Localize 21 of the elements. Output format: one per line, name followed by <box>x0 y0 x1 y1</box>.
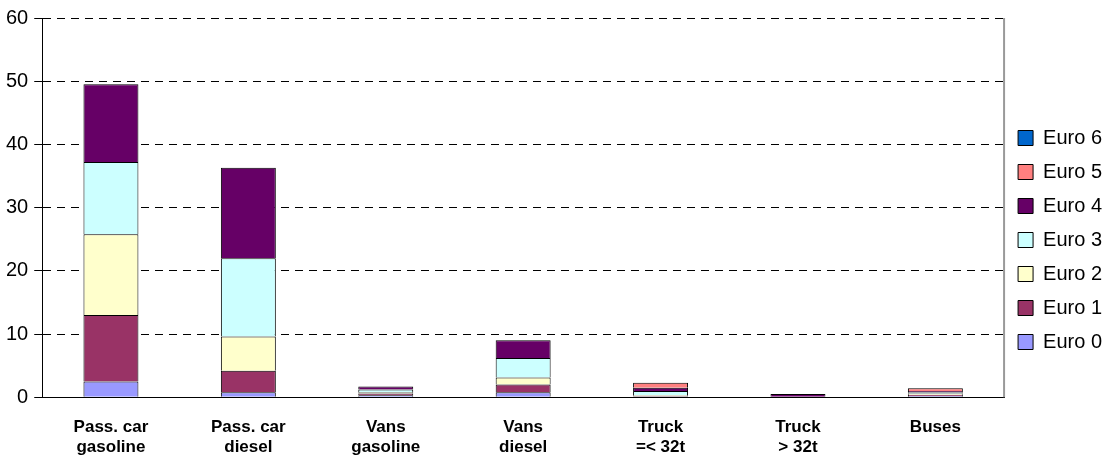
y-tick-label: 50 <box>6 68 29 91</box>
legend-label: Euro 0 <box>1043 329 1103 352</box>
legend-label: Euro 1 <box>1043 295 1103 318</box>
y-tick-label: 0 <box>17 384 29 407</box>
y-tick-label: 10 <box>6 321 29 344</box>
legend-label: Euro 6 <box>1043 125 1103 148</box>
y-tick-label: 60 <box>6 5 29 28</box>
x-tick-label: Vans diesel <box>499 417 548 457</box>
legend-label: Euro 3 <box>1043 227 1103 250</box>
x-tick-label: Truck =< 32t <box>635 417 686 457</box>
legend-label: Euro 2 <box>1043 261 1103 284</box>
y-tick-label: 40 <box>6 131 29 154</box>
legend-label: Euro 5 <box>1043 159 1103 182</box>
y-tick-label: 30 <box>6 195 29 218</box>
x-tick-label: Pass. car gasoline <box>73 417 149 457</box>
x-tick-label: Vans gasoline <box>351 417 421 457</box>
x-tick-label: Pass. car diesel <box>211 417 287 457</box>
y-tick-label: 20 <box>6 258 29 281</box>
legend-label: Euro 4 <box>1043 193 1103 216</box>
x-tick-label: Buses <box>909 417 961 437</box>
x-tick-label: Truck > 32t <box>775 417 822 457</box>
